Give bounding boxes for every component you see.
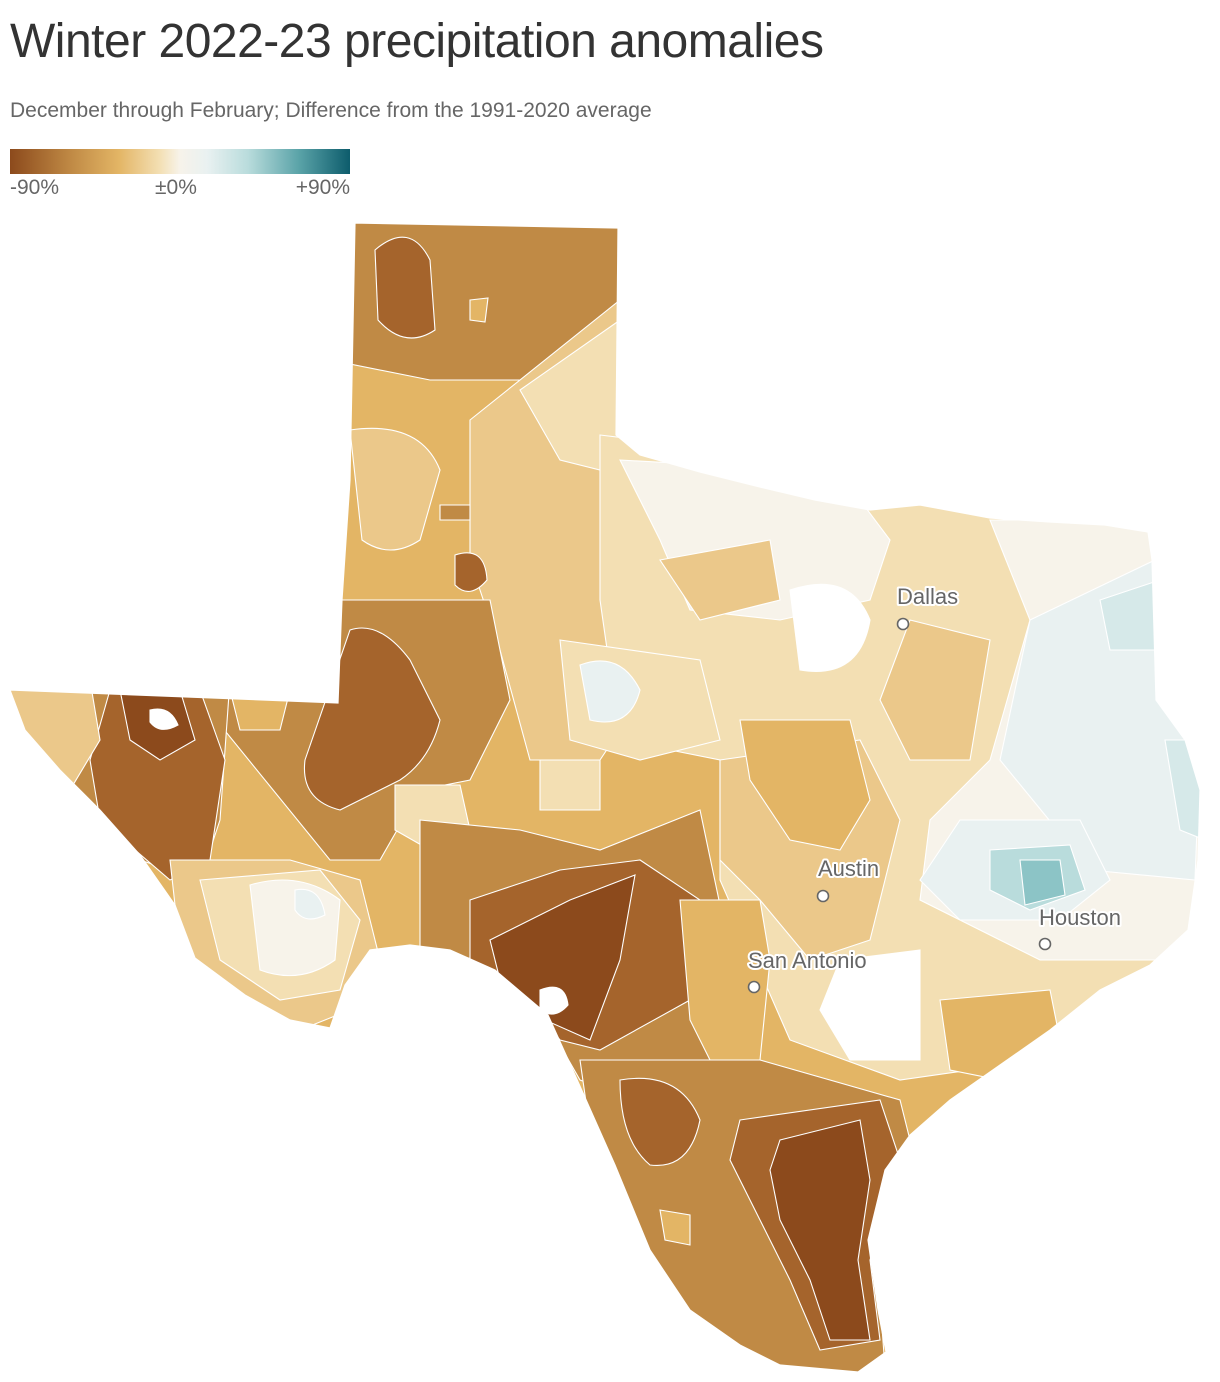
anomaly-contours <box>10 223 1200 1372</box>
city-dallas: Dallas <box>895 582 960 631</box>
legend-labels: -90% ±0% +90% <box>10 174 350 200</box>
legend-mid-label: ±0% <box>155 176 197 199</box>
houston-label: Houston <box>1039 905 1121 930</box>
austin-label: Austin <box>818 856 879 881</box>
color-legend: -90% ±0% +90% <box>10 149 350 200</box>
dallas-label: Dallas <box>897 584 958 609</box>
chart-title: Winter 2022-23 precipitation anomalies <box>10 15 824 68</box>
legend-min-label: -90% <box>10 176 60 199</box>
city-austin: Austin <box>816 854 881 903</box>
city-markers: Dallas Austin San Antonio Houston <box>746 582 1123 994</box>
city-houston: Houston <box>1037 903 1123 951</box>
dallas-dot <box>896 617 910 631</box>
san-antonio-dot <box>747 980 761 994</box>
legend-max-label: +90% <box>295 176 350 199</box>
austin-dot <box>816 889 830 903</box>
legend-gradient-bar <box>10 149 350 174</box>
city-san-antonio: San Antonio <box>746 946 869 994</box>
houston-dot <box>1038 937 1052 951</box>
chart-subtitle: December through February; Difference fr… <box>10 99 652 122</box>
san-antonio-label: San Antonio <box>748 948 867 973</box>
